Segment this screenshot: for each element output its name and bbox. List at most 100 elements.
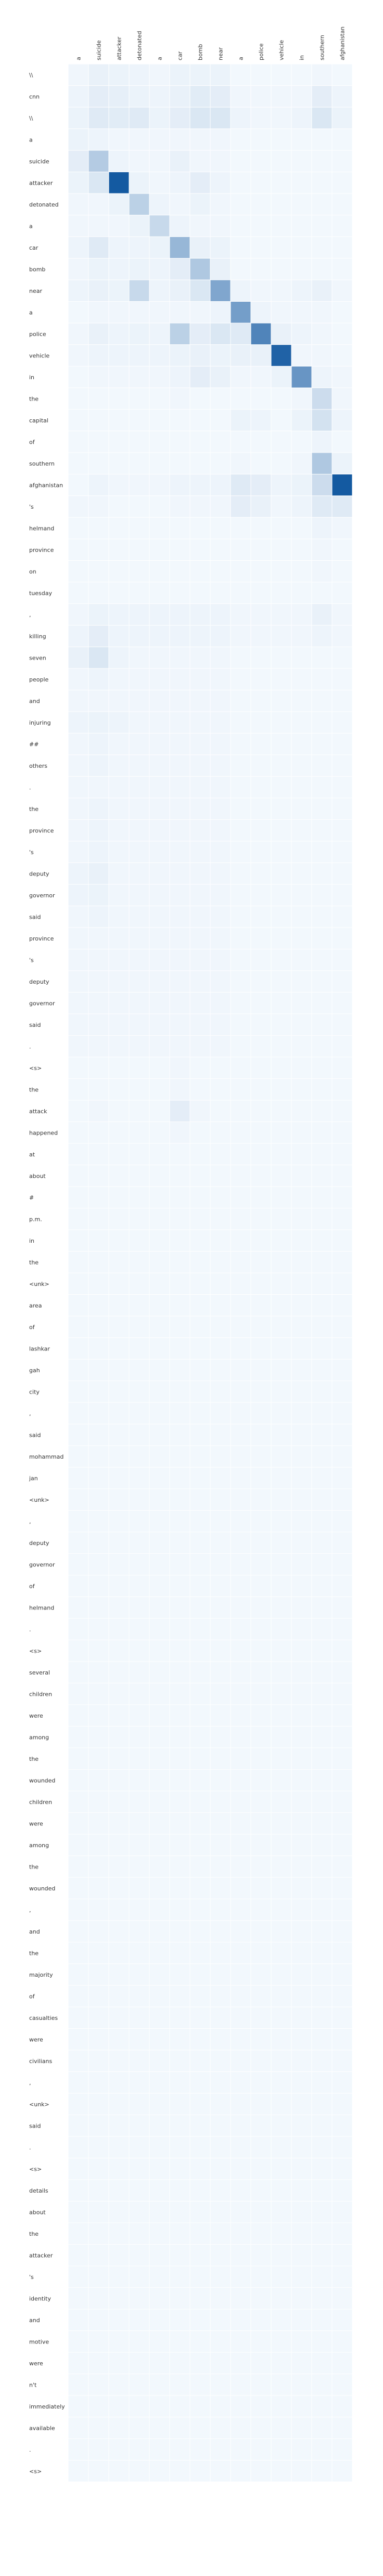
heatmap-cell bbox=[189, 63, 211, 86]
heatmap-cell bbox=[271, 1229, 292, 1252]
heatmap-cell bbox=[149, 1316, 170, 1338]
heatmap-cell bbox=[189, 2244, 211, 2266]
heatmap-cell bbox=[291, 776, 312, 798]
heatmap-cell bbox=[311, 1229, 333, 1252]
heatmap-cell bbox=[88, 344, 109, 367]
heatmap-cell bbox=[210, 1381, 231, 1403]
heatmap-cell bbox=[129, 1661, 150, 1683]
heatmap-cell bbox=[88, 279, 109, 302]
heatmap-cell bbox=[230, 2050, 251, 2072]
heatmap-cell bbox=[88, 474, 109, 496]
heatmap-cell bbox=[68, 560, 89, 583]
heatmap-cell bbox=[250, 2179, 272, 2201]
heatmap-cell bbox=[169, 215, 190, 237]
heatmap-cell bbox=[108, 150, 130, 172]
heatmap-cell bbox=[250, 1920, 272, 1942]
heatmap-cell bbox=[331, 884, 353, 906]
heatmap-cell bbox=[169, 172, 190, 194]
heatmap-cell bbox=[210, 1769, 231, 1792]
heatmap-cell bbox=[250, 1791, 272, 1813]
heatmap-cell bbox=[210, 776, 231, 798]
heatmap-cell bbox=[88, 1704, 109, 1727]
heatmap-cell bbox=[169, 1272, 190, 1295]
heatmap-cell bbox=[271, 236, 292, 259]
heatmap-cell bbox=[68, 1985, 89, 2007]
heatmap-cell bbox=[250, 344, 272, 367]
heatmap-cell bbox=[311, 193, 333, 215]
heatmap-cell bbox=[149, 1661, 170, 1683]
heatmap-cell bbox=[169, 1899, 190, 1921]
heatmap-cell bbox=[250, 1834, 272, 1856]
heatmap-cell bbox=[88, 409, 109, 431]
heatmap-cell bbox=[88, 1877, 109, 1899]
y-tick-label: children bbox=[29, 1691, 52, 1697]
heatmap-cell bbox=[311, 1294, 333, 1317]
heatmap-cell bbox=[291, 884, 312, 906]
heatmap-cell bbox=[88, 560, 109, 583]
heatmap-cell bbox=[88, 970, 109, 993]
heatmap-cell bbox=[68, 1165, 89, 1187]
heatmap-cell bbox=[311, 1575, 333, 1597]
heatmap-cell bbox=[129, 1359, 150, 1381]
heatmap-cell bbox=[149, 2287, 170, 2310]
heatmap-cell bbox=[210, 1186, 231, 1208]
heatmap-cell bbox=[129, 2460, 150, 2482]
heatmap-cell bbox=[291, 236, 312, 259]
heatmap-cell bbox=[108, 1575, 130, 1597]
heatmap-cell bbox=[271, 2374, 292, 2396]
heatmap-cell bbox=[331, 236, 353, 259]
heatmap-cell bbox=[210, 1057, 231, 1079]
heatmap-cell bbox=[149, 1035, 170, 1058]
heatmap-cell bbox=[271, 1272, 292, 1295]
heatmap-cell bbox=[230, 193, 251, 215]
y-tick-label: the bbox=[29, 1863, 39, 1870]
heatmap-cell bbox=[108, 1985, 130, 2007]
heatmap-cell bbox=[108, 2417, 130, 2439]
heatmap-cell bbox=[311, 625, 333, 647]
heatmap-cell bbox=[149, 1402, 170, 1424]
heatmap-cell bbox=[88, 2287, 109, 2310]
heatmap-cell bbox=[311, 344, 333, 367]
heatmap-cell bbox=[169, 733, 190, 755]
heatmap-cell bbox=[291, 906, 312, 928]
heatmap-cell bbox=[210, 841, 231, 863]
heatmap-cell bbox=[88, 1251, 109, 1273]
heatmap-cell bbox=[129, 495, 150, 518]
heatmap-cell bbox=[68, 1920, 89, 1942]
heatmap-cell bbox=[250, 841, 272, 863]
heatmap-cell bbox=[271, 2438, 292, 2461]
heatmap-cell bbox=[108, 1424, 130, 1446]
heatmap-cell bbox=[230, 1359, 251, 1381]
heatmap-cell bbox=[311, 1942, 333, 1964]
heatmap-cell bbox=[331, 668, 353, 690]
heatmap-cell bbox=[291, 754, 312, 777]
heatmap-cell bbox=[230, 1272, 251, 1295]
heatmap-cell bbox=[108, 2071, 130, 2094]
heatmap-cell bbox=[149, 150, 170, 172]
heatmap-cell bbox=[291, 1640, 312, 1662]
heatmap-cell bbox=[169, 236, 190, 259]
heatmap-cell bbox=[230, 1122, 251, 1144]
heatmap-cell bbox=[149, 862, 170, 885]
heatmap-cell bbox=[210, 1963, 231, 1986]
heatmap-cell bbox=[169, 668, 190, 690]
heatmap-cell bbox=[88, 992, 109, 1014]
heatmap-cell bbox=[250, 862, 272, 885]
heatmap-cell bbox=[189, 1769, 211, 1792]
heatmap-cell bbox=[271, 366, 292, 388]
heatmap-cell bbox=[129, 776, 150, 798]
heatmap-cell bbox=[189, 236, 211, 259]
y-tick-label: immediately bbox=[29, 2403, 65, 2410]
heatmap-cell bbox=[210, 474, 231, 496]
heatmap-cell bbox=[250, 560, 272, 583]
heatmap-cell bbox=[250, 1704, 272, 1727]
y-tick-label: the bbox=[29, 1259, 39, 1266]
heatmap-cell bbox=[169, 2244, 190, 2266]
heatmap-cell bbox=[271, 1013, 292, 1036]
heatmap-cell bbox=[68, 1294, 89, 1317]
heatmap-cell bbox=[311, 1661, 333, 1683]
heatmap-cell bbox=[271, 2093, 292, 2115]
heatmap-cell bbox=[271, 388, 292, 410]
heatmap-cell bbox=[108, 1488, 130, 1511]
heatmap-cell bbox=[230, 1013, 251, 1036]
